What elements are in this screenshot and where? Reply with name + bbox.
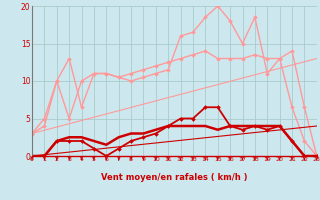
X-axis label: Vent moyen/en rafales ( km/h ): Vent moyen/en rafales ( km/h ) <box>101 173 248 182</box>
